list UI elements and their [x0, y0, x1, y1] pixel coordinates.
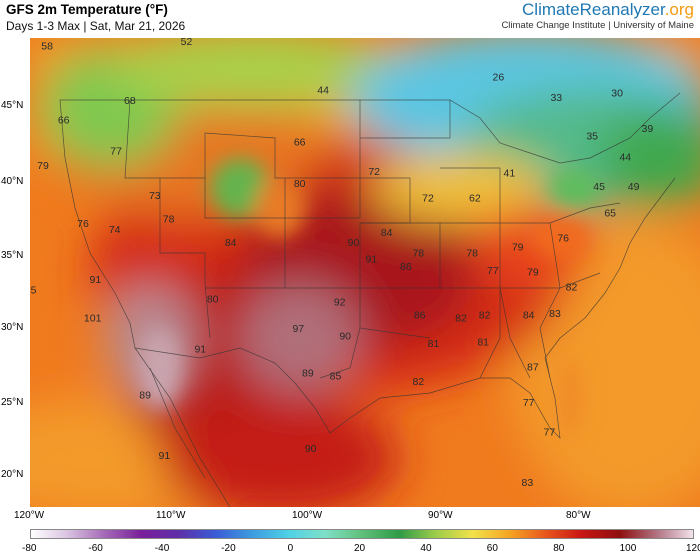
colorbar-tick-label: 80	[553, 543, 565, 554]
lat-label-30: 30°N	[1, 322, 24, 333]
header: GFS 2m Temperature (°F) Days 1-3 Max | S…	[0, 0, 700, 38]
temperature-value-label: 44	[317, 85, 329, 97]
temperature-value-label: 45	[593, 181, 605, 193]
temperature-value-label: 90	[305, 443, 317, 455]
colorbar-tick-label: 40	[420, 543, 432, 554]
map-subtitle: Days 1-3 Max | Sat, Mar 21, 2026	[6, 19, 186, 33]
brand-main: ClimateReanalyzer	[522, 0, 665, 19]
institution-credit: Climate Change Institute | University of…	[501, 20, 694, 31]
lon-label-120: 120°W	[14, 510, 45, 521]
temperature-value-label: 79	[512, 242, 524, 254]
colorbar-tick-label: 20	[354, 543, 366, 554]
temperature-value-label: 79	[37, 160, 49, 172]
lon-label-90: 90°W	[428, 510, 453, 521]
temperature-value-label: 82	[566, 282, 578, 294]
temperature-value-label: 41	[504, 168, 516, 180]
temperature-value-label: 26	[493, 71, 505, 83]
colorbar-tick-label: 120	[686, 543, 700, 554]
colorbar-tick-label: 0	[287, 543, 294, 554]
temperature-value-label: 91	[90, 274, 102, 286]
temperature-value-label: 39	[642, 123, 654, 135]
temperature-value-label: 65	[604, 208, 616, 220]
map-title: GFS 2m Temperature (°F)	[6, 2, 168, 17]
lat-label-20: 20°N	[1, 469, 24, 480]
temperature-value-label: 84	[225, 237, 237, 249]
colorbar-tick-label: 100	[619, 543, 637, 554]
temperature-value-label: 66	[294, 137, 306, 149]
temperature-value-label: 78	[412, 248, 424, 260]
colorbar-tick-label: 60	[486, 543, 498, 554]
temperature-value-label: 35	[586, 131, 598, 143]
temperature-value-label: 74	[109, 224, 121, 236]
temperature-value-label: 62	[469, 193, 481, 205]
temperature-value-label: 78	[163, 213, 175, 225]
temperature-value-label: 77	[544, 427, 556, 439]
temperature-value-label: 86	[414, 310, 426, 322]
temperature-labels: 5458525460666868797744667376807272624126…	[30, 38, 654, 489]
temperature-value-label: 89	[302, 367, 314, 379]
temperature-value-label: 81	[477, 336, 489, 348]
temperature-value-label: 83	[522, 477, 534, 489]
boundaries	[59, 92, 681, 507]
temperature-value-label: 78	[466, 248, 478, 260]
temperature-value-label: 89	[139, 390, 151, 402]
colorbar-tick-label: -60	[88, 543, 103, 554]
temperature-value-label: 82	[455, 313, 467, 325]
brand-logo[interactable]: ClimateReanalyzer.org	[522, 0, 694, 20]
temperature-value-label: 77	[110, 145, 122, 157]
map-canvas: 5458525460666868797744667376807272624126…	[30, 38, 700, 507]
temperature-value-label: 80	[294, 178, 306, 190]
temperature-field	[30, 38, 700, 507]
temperature-value-label: 58	[41, 40, 53, 52]
temperature-detail	[138, 158, 600, 438]
temperature-value-label: 81	[428, 338, 440, 350]
temperature-value-label: 91	[366, 253, 378, 265]
lat-label-25: 25°N	[1, 397, 24, 408]
temperature-value-label: 84	[381, 227, 393, 239]
colorbar	[30, 529, 694, 539]
temperature-value-label: 90	[348, 237, 360, 249]
temperature-value-label: 68	[124, 95, 136, 107]
lon-label-80: 80°W	[566, 510, 591, 521]
temperature-value-label: 80	[207, 293, 219, 305]
temperature-value-label: 33	[550, 92, 562, 104]
temperature-value-label: 30	[611, 88, 623, 100]
temperature-value-label: 101	[84, 313, 102, 325]
temperature-value-label: 49	[628, 181, 640, 193]
temperature-map[interactable]: 5458525460666868797744667376807272624126…	[30, 38, 700, 507]
temperature-value-label: 97	[292, 323, 304, 335]
temperature-value-label: 86	[400, 261, 412, 273]
temperature-value-label: 76	[557, 233, 569, 245]
brand-suffix: .org	[664, 0, 694, 19]
temperature-value-label: 83	[549, 308, 561, 320]
temperature-value-label: 92	[334, 296, 346, 308]
temperature-value-label: 85	[30, 285, 37, 297]
temperature-value-label: 77	[523, 397, 535, 409]
temperature-value-label: 73	[149, 190, 161, 202]
temperature-value-label: 72	[368, 166, 380, 178]
colorbar-tick-label: -20	[221, 543, 236, 554]
temperature-value-label: 87	[527, 361, 539, 373]
temperature-value-label: 82	[412, 376, 424, 388]
lat-label-40: 40°N	[1, 176, 24, 187]
lon-label-100: 100°W	[292, 510, 323, 521]
temperature-value-label: 79	[527, 267, 539, 279]
temperature-value-label: 44	[619, 151, 631, 163]
lat-label-35: 35°N	[1, 250, 24, 261]
temperature-value-label: 91	[159, 450, 171, 462]
temperature-value-label: 52	[181, 38, 193, 48]
colorbar-tick-label: -80	[22, 543, 37, 554]
temperature-value-label: 82	[479, 310, 491, 322]
lon-label-110: 110°W	[156, 510, 186, 521]
temperature-value-label: 72	[422, 193, 434, 205]
temperature-value-label: 84	[523, 310, 535, 322]
temperature-value-label: 90	[339, 330, 351, 342]
temperature-value-label: 76	[77, 218, 89, 230]
temperature-value-label: 66	[58, 114, 70, 126]
temperature-value-label: 77	[487, 265, 499, 277]
colorbar-tick-label: -40	[154, 543, 170, 554]
temperature-value-label: 91	[194, 344, 206, 356]
temperature-value-label: 85	[330, 370, 342, 382]
lat-label-45: 45°N	[1, 100, 24, 111]
